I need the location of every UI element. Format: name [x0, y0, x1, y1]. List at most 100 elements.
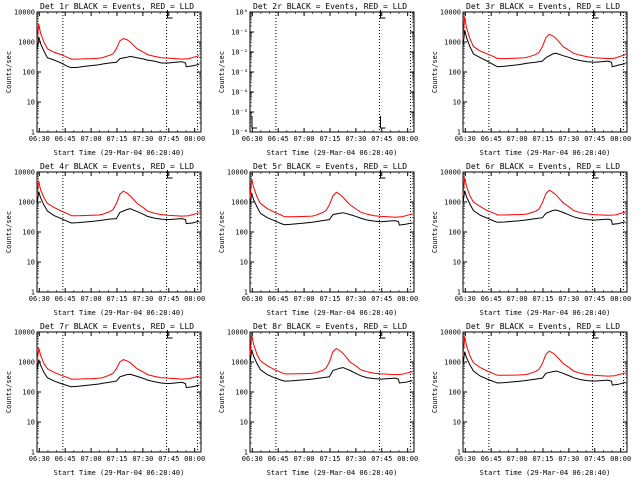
x-tick-label: 06:30: [29, 455, 50, 463]
x-axis-label: Start Time (29-Mar-04 06:28:40): [267, 309, 398, 317]
y-tick-label: 10000: [440, 169, 461, 177]
x-tick-label: 07:45: [158, 455, 179, 463]
detector-panel-6: Det 6r BLACK = Events, RED = LLD 1 10 100 10…: [426, 160, 639, 320]
x-axis-label: Start Time (29-Mar-04 06:28:40): [54, 469, 185, 477]
x-tick-label: 06:30: [242, 295, 263, 303]
x-tick-label: 07:30: [558, 135, 579, 143]
y-tick-label: 10: [27, 259, 35, 267]
x-tick-label: 06:45: [268, 135, 289, 143]
y-tick-label: 10: [453, 419, 461, 427]
x-tick-label: 07:45: [158, 135, 179, 143]
x-tick-label: 06:45: [55, 135, 76, 143]
black-events-series: [36, 36, 200, 69]
x-tick-label: 07:45: [371, 295, 392, 303]
x-tick-label: 08:00: [397, 135, 418, 143]
black-events-series: [462, 29, 626, 68]
y-axis-label: Counts/sec: [431, 51, 439, 93]
y-tick-label: 1: [31, 449, 35, 457]
x-tick-label: 08:00: [184, 455, 205, 463]
black-events-series: [462, 190, 626, 225]
black-events-series: [249, 349, 413, 384]
x-tick-label: 08:00: [610, 135, 631, 143]
y-tick-label: 100: [235, 389, 248, 397]
x-tick-label: 07:15: [532, 135, 553, 143]
x-tick-label: 07:15: [319, 455, 340, 463]
interval-bracket: [592, 170, 599, 179]
detector-panel-2: Det 2r BLACK = Events, RED = LLD 10⁻⁶ 10⁻⁵…: [213, 0, 426, 160]
y-tick-label: 10⁻⁴: [231, 89, 248, 97]
y-axis-label: Counts/sec: [5, 51, 13, 93]
plot-svg: Det 7r BLACK = Events, RED = LLD 1 10 100 10…: [5, 322, 205, 477]
x-axis-label: Start Time (29-Mar-04 06:28:40): [480, 309, 611, 317]
y-tick-label: 10000: [440, 9, 461, 17]
x-tick-label: 07:45: [371, 135, 392, 143]
interval-bracket: [592, 330, 599, 339]
y-tick-label: 10: [27, 419, 35, 427]
interval-bracket: [379, 330, 386, 339]
interval-bracket: [379, 10, 386, 19]
detector-panel-5: Det 5r BLACK = Events, RED = LLD 1 10 100 10…: [213, 160, 426, 320]
x-tick-label: 07:15: [532, 455, 553, 463]
x-axis-label: Start Time (29-Mar-04 06:28:40): [267, 469, 398, 477]
x-tick-label: 07:30: [345, 455, 366, 463]
x-tick-label: 08:00: [610, 455, 631, 463]
y-axis-label: Counts/sec: [431, 371, 439, 413]
interval-bracket-lower: [379, 116, 386, 129]
y-tick-label: 10000: [227, 329, 248, 337]
plot-frame: [36, 11, 202, 133]
x-tick-label: 06:45: [481, 295, 502, 303]
plot-title: Det 3r BLACK = Events, RED = LLD: [466, 2, 620, 11]
x-tick-label: 06:30: [29, 135, 50, 143]
red-lld-series: [36, 180, 200, 217]
y-tick-label: 100: [22, 229, 35, 237]
interval-bracket: [379, 170, 386, 179]
y-tick-label: 10: [27, 99, 35, 107]
x-tick-label: 07:00: [81, 455, 102, 463]
plot-svg: Det 6r BLACK = Events, RED = LLD 1 10 100 10…: [431, 162, 631, 317]
x-tick-label: 06:45: [481, 135, 502, 143]
y-tick-label: 10⁻⁵: [231, 109, 248, 117]
detector-panel-1: Det 1r BLACK = Events, RED = LLD 1 10 100 10…: [0, 0, 213, 160]
x-tick-label: 07:30: [558, 455, 579, 463]
x-tick-label: 07:30: [345, 135, 366, 143]
x-tick-label: 07:00: [294, 455, 315, 463]
x-tick-label: 07:15: [532, 295, 553, 303]
x-axis-label: Start Time (29-Mar-04 06:28:40): [480, 149, 611, 157]
y-tick-label: 100: [22, 389, 35, 397]
x-tick-label: 07:00: [294, 135, 315, 143]
plot-svg: Det 1r BLACK = Events, RED = LLD 1 10 100 10…: [5, 2, 205, 157]
y-tick-label: 1: [457, 449, 461, 457]
y-tick-label: 1: [457, 289, 461, 297]
x-tick-label: 07:00: [81, 135, 102, 143]
y-tick-label: 10⁻¹: [231, 29, 248, 37]
y-tick-label: 1000: [18, 39, 35, 47]
x-tick-label: 07:00: [507, 295, 528, 303]
plot-frame: [462, 331, 628, 453]
y-tick-label: 1000: [231, 359, 248, 367]
y-axis-label: Counts/sec: [218, 51, 226, 93]
y-tick-label: 1: [457, 129, 461, 137]
plot-title: Det 7r BLACK = Events, RED = LLD: [40, 322, 194, 331]
y-tick-label: 1000: [444, 199, 461, 207]
x-tick-label: 06:30: [29, 295, 50, 303]
x-axis-label: Start Time (29-Mar-04 06:28:40): [54, 149, 185, 157]
y-axis-label: Counts/sec: [218, 211, 226, 253]
detector-panel-8: Det 8r BLACK = Events, RED = LLD 1 10 100 10…: [213, 320, 426, 480]
detector-panel-9: Det 9r BLACK = Events, RED = LLD 1 10 100 10…: [426, 320, 639, 480]
plot-frame: [249, 11, 415, 133]
plot-svg: Det 9r BLACK = Events, RED = LLD 1 10 100 10…: [431, 322, 631, 477]
plot-frame: [462, 11, 628, 133]
x-tick-label: 06:30: [455, 455, 476, 463]
x-axis-label: Start Time (29-Mar-04 06:28:40): [54, 309, 185, 317]
x-tick-label: 06:45: [268, 455, 289, 463]
interval-bracket: [592, 10, 599, 19]
plot-title: Det 5r BLACK = Events, RED = LLD: [253, 162, 407, 171]
x-axis-label: Start Time (29-Mar-04 06:28:40): [267, 149, 398, 157]
red-lld-series: [249, 178, 413, 218]
x-tick-label: 07:15: [106, 455, 127, 463]
y-axis-label: Counts/sec: [5, 211, 13, 253]
red-lld-series: [36, 347, 200, 380]
detector-panel-7: Det 7r BLACK = Events, RED = LLD 1 10 100 10…: [0, 320, 213, 480]
plot-frame: [36, 331, 202, 453]
